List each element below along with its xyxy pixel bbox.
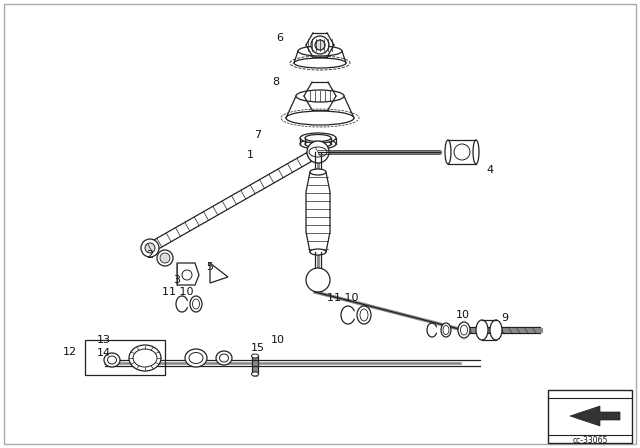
Ellipse shape bbox=[441, 323, 451, 337]
Text: 14: 14 bbox=[97, 348, 111, 358]
Text: 1: 1 bbox=[246, 150, 253, 160]
Ellipse shape bbox=[309, 147, 327, 157]
Ellipse shape bbox=[473, 140, 479, 164]
Ellipse shape bbox=[305, 134, 331, 142]
Text: 9: 9 bbox=[501, 313, 509, 323]
Ellipse shape bbox=[108, 356, 116, 364]
Polygon shape bbox=[177, 263, 199, 285]
Ellipse shape bbox=[443, 326, 449, 335]
Ellipse shape bbox=[445, 140, 451, 164]
Circle shape bbox=[160, 253, 170, 263]
Text: 15: 15 bbox=[251, 343, 265, 353]
Ellipse shape bbox=[252, 372, 259, 376]
Text: 6: 6 bbox=[276, 33, 284, 43]
Text: 8: 8 bbox=[273, 77, 280, 87]
Ellipse shape bbox=[193, 299, 200, 309]
Ellipse shape bbox=[185, 349, 207, 367]
Ellipse shape bbox=[252, 354, 259, 358]
Circle shape bbox=[182, 270, 192, 280]
Text: cc-33065: cc-33065 bbox=[572, 435, 608, 444]
Ellipse shape bbox=[461, 325, 467, 335]
Polygon shape bbox=[306, 172, 330, 252]
Text: 3: 3 bbox=[173, 275, 180, 285]
Ellipse shape bbox=[189, 353, 203, 363]
Ellipse shape bbox=[310, 169, 326, 175]
Ellipse shape bbox=[360, 309, 368, 321]
Text: 10: 10 bbox=[456, 310, 470, 320]
Text: 2: 2 bbox=[147, 250, 154, 260]
Ellipse shape bbox=[300, 139, 336, 149]
Text: 12: 12 bbox=[63, 347, 77, 357]
Ellipse shape bbox=[104, 353, 120, 367]
Circle shape bbox=[145, 243, 155, 253]
Ellipse shape bbox=[298, 46, 342, 56]
Text: 11 10: 11 10 bbox=[327, 293, 359, 303]
Ellipse shape bbox=[296, 90, 344, 102]
Ellipse shape bbox=[300, 133, 336, 143]
Text: 7: 7 bbox=[255, 130, 262, 140]
Ellipse shape bbox=[286, 111, 354, 125]
Text: 11 10: 11 10 bbox=[163, 287, 194, 297]
Circle shape bbox=[307, 141, 329, 163]
Circle shape bbox=[306, 268, 330, 292]
Circle shape bbox=[315, 40, 325, 50]
Text: 13: 13 bbox=[97, 335, 111, 345]
Ellipse shape bbox=[305, 141, 331, 147]
Bar bbox=[85, 340, 165, 375]
Bar bbox=[548, 390, 632, 443]
Ellipse shape bbox=[220, 354, 228, 362]
Text: 4: 4 bbox=[486, 165, 493, 175]
Ellipse shape bbox=[476, 320, 488, 340]
Polygon shape bbox=[147, 148, 321, 252]
Text: 10: 10 bbox=[271, 335, 285, 345]
Polygon shape bbox=[210, 263, 228, 283]
Ellipse shape bbox=[458, 322, 470, 338]
Ellipse shape bbox=[294, 58, 346, 68]
Ellipse shape bbox=[190, 296, 202, 312]
Ellipse shape bbox=[129, 345, 161, 371]
Ellipse shape bbox=[216, 351, 232, 365]
Circle shape bbox=[454, 144, 470, 160]
Ellipse shape bbox=[357, 306, 371, 324]
Text: 5: 5 bbox=[207, 262, 214, 272]
Ellipse shape bbox=[133, 349, 157, 367]
Circle shape bbox=[141, 239, 159, 257]
Polygon shape bbox=[570, 406, 620, 426]
Ellipse shape bbox=[490, 320, 502, 340]
Circle shape bbox=[311, 36, 329, 54]
Circle shape bbox=[157, 250, 173, 266]
Ellipse shape bbox=[310, 249, 326, 255]
